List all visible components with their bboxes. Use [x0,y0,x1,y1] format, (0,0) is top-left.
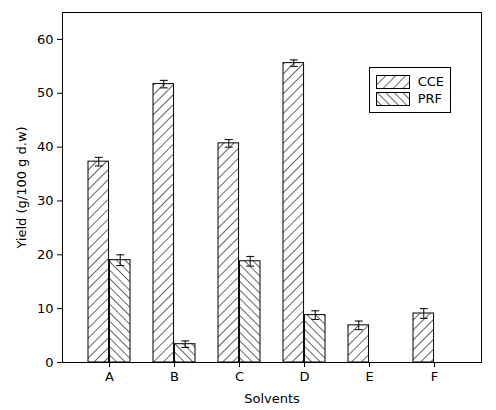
svg-text:50: 50 [37,85,54,100]
svg-text:D: D [299,369,309,384]
svg-text:20: 20 [37,247,54,262]
svg-text:60: 60 [37,32,54,47]
svg-text:E: E [365,369,373,384]
svg-text:40: 40 [37,139,54,154]
svg-text:Solvents: Solvents [244,391,300,406]
html-text:PRF: PRF [417,91,442,106]
svg-text:Yield (g/100 g d.w): Yield (g/100 g d.w) [14,126,29,249]
svg-text:A: A [105,369,114,384]
svg-text:0: 0 [45,355,53,370]
html-text:CCE: CCE [417,74,444,89]
svg-text:C: C [235,369,244,384]
svg-text:B: B [170,369,179,384]
svg-text:F: F [431,369,438,384]
svg-text:30: 30 [37,193,54,208]
svg-text:10: 10 [37,301,54,316]
